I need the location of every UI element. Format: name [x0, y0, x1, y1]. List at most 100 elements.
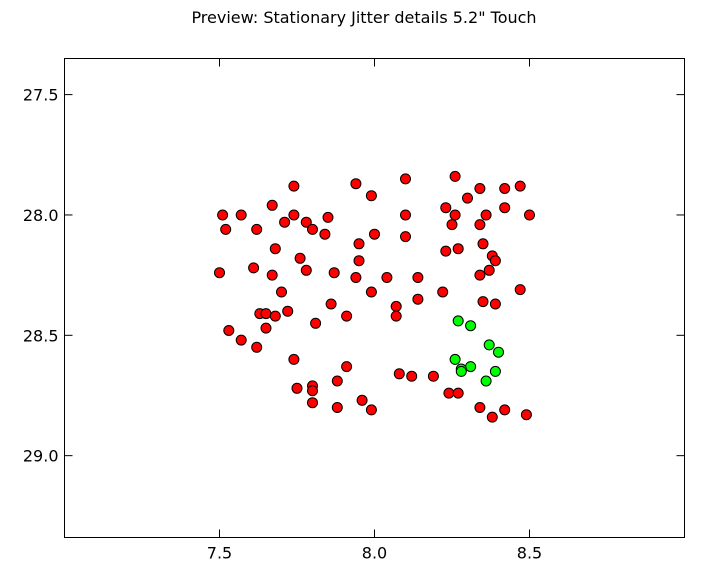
data-point-s0-85 — [499, 404, 511, 416]
x-tick-label-2: 8.5 — [517, 544, 542, 563]
data-point-s0-58 — [282, 305, 294, 317]
y-tick-label-2: 28.5 — [23, 326, 59, 345]
data-point-s0-56 — [325, 298, 337, 310]
data-point-s0-73 — [427, 370, 439, 382]
data-point-s0-11 — [499, 202, 511, 214]
data-point-s0-54 — [477, 296, 489, 308]
data-point-s0-29 — [400, 231, 411, 243]
data-point-s0-71 — [393, 368, 405, 380]
data-point-s0-46 — [350, 272, 362, 283]
data-point-s0-80 — [356, 394, 368, 406]
data-point-s1-2 — [483, 339, 495, 351]
x-tick-label-1: 8.0 — [362, 544, 387, 563]
chart-title: Preview: Stationary Jitter details 5.2" … — [191, 8, 536, 27]
data-point-s0-39 — [248, 262, 260, 274]
data-point-s0-49 — [514, 284, 526, 296]
data-point-s0-72 — [406, 370, 418, 382]
data-point-s1-8 — [489, 365, 501, 377]
data-point-s0-61 — [269, 310, 281, 322]
data-point-s0-62 — [341, 310, 353, 322]
data-point-s0-40 — [300, 264, 312, 276]
data-point-s0-16 — [449, 209, 461, 221]
y-tick-label-3: 29.0 — [23, 447, 59, 466]
data-point-s0-50 — [276, 286, 287, 298]
data-point-s0-3 — [288, 180, 300, 192]
data-point-s0-42 — [214, 267, 225, 279]
data-point-s0-87 — [520, 409, 532, 421]
data-point-s0-32 — [269, 243, 281, 255]
data-point-s0-24 — [220, 223, 232, 235]
data-point-s1-0 — [452, 315, 464, 327]
data-point-s0-51 — [365, 286, 377, 298]
data-point-s1-7 — [455, 365, 467, 377]
data-point-s0-25 — [251, 223, 263, 235]
data-point-s0-8 — [462, 192, 473, 204]
data-point-s0-74 — [331, 375, 343, 387]
data-point-s0-2 — [350, 178, 362, 190]
data-point-s0-64 — [310, 317, 322, 329]
data-point-s0-48 — [412, 272, 424, 283]
data-point-s0-30 — [353, 238, 365, 250]
data-point-s0-31 — [477, 238, 489, 250]
axis-tick-labels: 7.5 8.0 8.5 27.5 28.0 28.5 29.0 — [23, 86, 542, 563]
data-point-s0-27 — [319, 228, 331, 240]
data-point-s0-1 — [400, 173, 411, 185]
data-point-s0-86 — [486, 411, 498, 423]
data-point-s0-44 — [266, 269, 278, 281]
data-point-s1-5 — [465, 361, 477, 373]
data-point-s0-76 — [291, 382, 303, 394]
x-tick-label-0: 7.5 — [207, 544, 232, 563]
plot-area-frame — [64, 58, 685, 538]
data-point-s0-4 — [474, 183, 486, 194]
data-point-s0-38 — [489, 255, 501, 267]
data-point-s0-28 — [369, 228, 380, 240]
data-point-s0-63 — [390, 310, 402, 322]
data-point-s0-15 — [400, 209, 411, 221]
data-point-s0-19 — [322, 211, 334, 223]
data-point-s0-9 — [266, 199, 278, 211]
data-point-s1-3 — [493, 346, 504, 358]
data-point-s0-78 — [443, 387, 455, 399]
data-point-s0-70 — [341, 361, 353, 373]
data-point-s0-41 — [483, 264, 495, 276]
data-point-s0-36 — [294, 252, 306, 264]
axis-ticks — [64, 58, 685, 538]
data-point-s0-12 — [217, 209, 229, 221]
data-point-s0-69 — [288, 353, 300, 365]
data-point-s0-68 — [251, 341, 263, 353]
data-point-s0-82 — [331, 402, 343, 413]
data-markers — [214, 170, 535, 423]
data-point-s1-1 — [465, 320, 477, 332]
data-point-s0-22 — [446, 219, 458, 231]
y-tick-label-0: 27.5 — [23, 86, 59, 105]
data-point-s0-23 — [474, 219, 486, 231]
data-point-s1-4 — [449, 353, 461, 365]
data-point-s0-14 — [288, 209, 300, 221]
data-point-s1-9 — [480, 375, 492, 387]
data-point-s0-5 — [499, 183, 511, 194]
data-point-s0-7 — [365, 190, 377, 202]
data-point-s0-26 — [307, 223, 318, 235]
data-point-s0-10 — [440, 202, 452, 214]
data-point-s0-43 — [328, 267, 340, 279]
data-point-s0-65 — [260, 322, 272, 334]
data-point-s0-13 — [235, 209, 247, 221]
data-point-s0-47 — [381, 272, 393, 283]
data-point-s0-67 — [235, 334, 247, 346]
y-tick-label-1: 28.0 — [23, 206, 59, 225]
data-point-s0-0 — [449, 170, 461, 182]
data-point-s0-57 — [390, 300, 402, 312]
data-point-s0-83 — [365, 404, 377, 416]
data-point-s0-79 — [452, 387, 464, 399]
data-point-s0-53 — [412, 293, 424, 305]
data-point-s0-77 — [307, 385, 318, 397]
data-point-s0-45 — [474, 269, 486, 281]
data-point-s0-81 — [307, 397, 318, 409]
data-point-s0-34 — [440, 245, 452, 257]
data-point-s0-33 — [452, 243, 464, 255]
data-point-s0-6 — [514, 180, 526, 192]
data-point-s0-21 — [300, 216, 312, 228]
data-point-s0-60 — [260, 308, 272, 320]
data-point-s0-20 — [279, 216, 291, 228]
